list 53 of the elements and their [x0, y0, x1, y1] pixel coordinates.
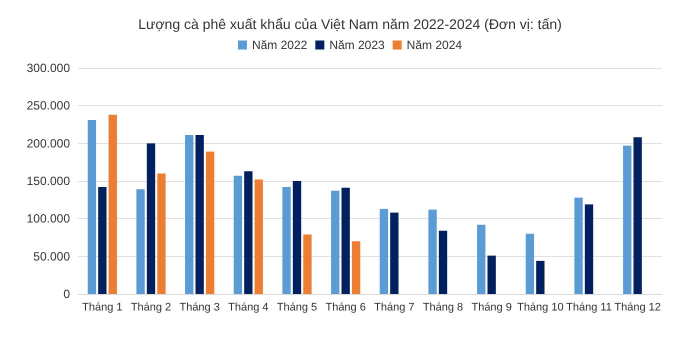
- x-tick-label: Tháng 8: [422, 302, 464, 314]
- x-tick-label: Tháng 1: [82, 302, 123, 314]
- legend-label: Năm 2023: [329, 38, 386, 52]
- x-tick-label: Tháng 11: [566, 302, 612, 314]
- x-tick-label: Tháng 9: [471, 302, 512, 314]
- bar: [157, 173, 166, 294]
- bar: [98, 187, 107, 294]
- x-tick-label: Tháng 5: [276, 302, 318, 314]
- y-tick-label: 50.000: [33, 249, 70, 264]
- y-tick-label: 250.000: [26, 98, 70, 113]
- bar: [195, 135, 204, 294]
- legend-label: Năm 2022: [252, 38, 308, 52]
- bar: [292, 181, 302, 294]
- x-tick-label: Tháng 7: [374, 302, 415, 314]
- bar: [303, 234, 312, 294]
- x-tick-label: Tháng 4: [228, 302, 269, 314]
- bar: [331, 190, 340, 294]
- x-tick-label: Tháng 3: [179, 302, 220, 314]
- bar: [584, 204, 594, 294]
- bar: [254, 179, 263, 294]
- bar: [206, 152, 214, 294]
- bar: [352, 241, 360, 294]
- y-tick-label: 150.000: [26, 174, 70, 188]
- x-tick-label: Tháng 10: [517, 302, 564, 314]
- bar: [574, 198, 583, 294]
- bar: [282, 187, 291, 294]
- chart-title: Lượng cà phê xuất khẩu của Việt Nam năm 2022-2024 (Đơn vị: tấn): [138, 16, 562, 32]
- bar: [244, 171, 253, 294]
- x-tick-label: Tháng 6: [325, 302, 366, 314]
- bar: [428, 210, 437, 294]
- bar: [234, 176, 242, 294]
- bar: [88, 120, 96, 294]
- y-tick-label: 100.000: [26, 212, 70, 226]
- y-tick-label: 0: [63, 287, 70, 301]
- bar: [526, 234, 534, 294]
- bar: [487, 256, 496, 294]
- bar: [633, 137, 642, 294]
- bar: [536, 260, 545, 294]
- bar: [146, 143, 156, 294]
- bar: [185, 135, 194, 294]
- bar: [380, 208, 388, 294]
- bar: [438, 230, 448, 294]
- x-tick-label: Tháng 12: [614, 302, 661, 314]
- legend-label: Năm 2024: [406, 38, 462, 52]
- bar: [623, 146, 632, 294]
- y-tick-label: 200.000: [26, 136, 70, 150]
- x-tick-label: Tháng 2: [130, 302, 172, 314]
- bar: [477, 224, 486, 294]
- bar: [341, 188, 350, 294]
- bar: [108, 114, 117, 294]
- bar: [136, 189, 145, 294]
- bar: [390, 212, 399, 294]
- y-tick-label: 300.000: [26, 61, 70, 75]
